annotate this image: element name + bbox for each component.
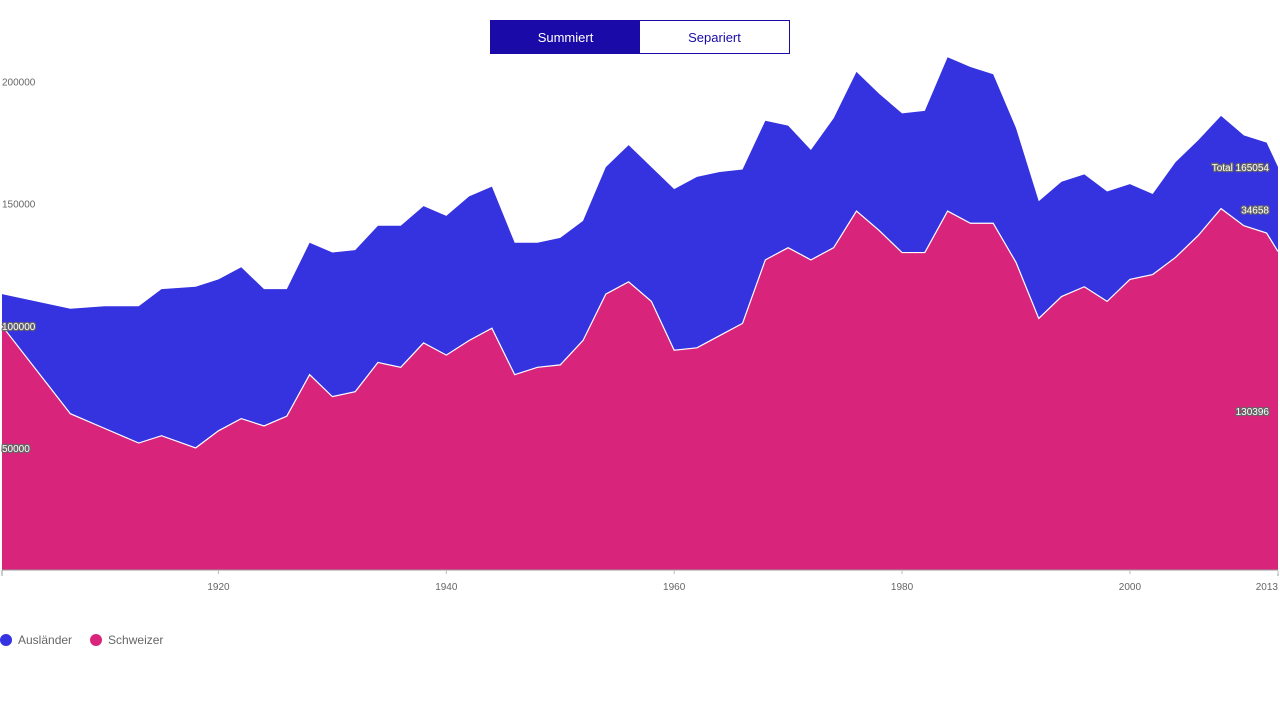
area-schweizer [2, 208, 1278, 570]
legend-dot-foreigners [0, 634, 12, 646]
separated-toggle-button[interactable]: Separiert [640, 21, 789, 53]
x-tick-label: 2013 [1256, 582, 1279, 593]
legend: Ausländer Schweizer [0, 633, 163, 647]
summed-toggle-button[interactable]: Summiert [491, 21, 640, 53]
foreigners-value-annotation: 34658 [1241, 205, 1269, 216]
y-tick-label: 200000 [2, 78, 36, 89]
x-tick-label: 1920 [207, 582, 230, 593]
chart-labels: 50000 100000 150000 200000 Total 165054 34658… [1, 78, 1271, 456]
legend-item-swiss[interactable]: Schweizer [90, 633, 163, 647]
x-tick-label: 1980 [891, 582, 914, 593]
y-tick-label: 50000 [2, 444, 30, 455]
area-auslaender [2, 57, 1278, 448]
stacked-area-chart: 1920 1940 1960 1980 2000 2013 50000 100000 1500… [1, 57, 1279, 593]
x-tick-label: 2000 [1119, 582, 1142, 593]
legend-label-swiss: Schweizer [108, 633, 164, 647]
x-tick-label: 1940 [435, 582, 458, 593]
y-tick-label: 150000 [2, 200, 36, 211]
chart-areas [1, 57, 1279, 570]
series-boundary-line [1, 207, 1279, 449]
total-annotation: Total 165054 [1212, 163, 1270, 174]
x-tick-label: 1960 [663, 582, 686, 593]
view-toggle: Summiert Separiert [490, 20, 790, 54]
y-tick-label: 100000 [2, 322, 36, 333]
legend-label-foreigners: Ausländer [18, 633, 73, 647]
legend-dot-swiss [90, 634, 103, 646]
legend-item-foreigners[interactable]: Ausländer [0, 633, 72, 647]
x-axis: 1920 1940 1960 1980 2000 2013 [1, 569, 1279, 593]
swiss-value-annotation: 130396 [1236, 407, 1270, 418]
